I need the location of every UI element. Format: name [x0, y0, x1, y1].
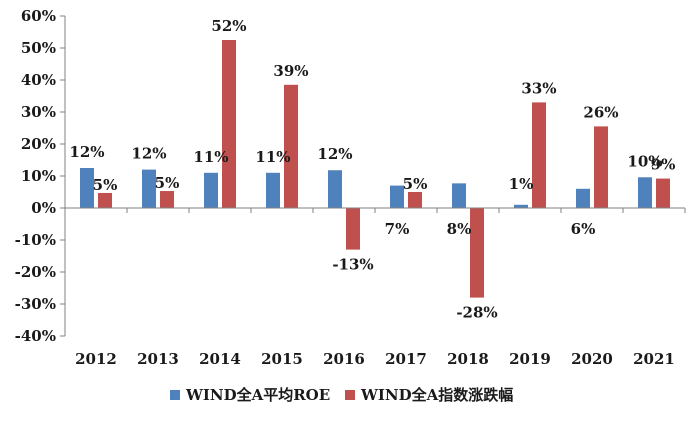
roe-bar	[514, 204, 528, 208]
roe-data-label: 11%	[255, 148, 290, 166]
y-tick-label: 20%	[21, 135, 56, 153]
index-change-data-label: 52%	[211, 17, 246, 35]
roe-bar	[204, 172, 218, 208]
legend-label: WIND全A指数涨跌幅	[360, 386, 513, 404]
x-tick-label: 2017	[385, 350, 427, 368]
roe-data-label: 12%	[69, 143, 104, 161]
index-change-data-label: 5%	[403, 175, 428, 193]
index-change-data-label: 5%	[155, 174, 180, 192]
index-change-bar	[532, 102, 546, 208]
index-change-data-label: 9%	[651, 156, 676, 174]
y-tick-label: -40%	[15, 327, 56, 345]
roe-bar	[80, 168, 94, 208]
y-tick-label: 40%	[21, 71, 56, 89]
x-tick-label: 2019	[509, 350, 551, 368]
legend-swatch	[345, 390, 355, 400]
roe-data-label: 12%	[317, 145, 352, 163]
x-tick-label: 2014	[199, 350, 241, 368]
index-change-data-label: -28%	[456, 304, 497, 322]
legend-label: WIND全A平均ROE	[185, 386, 330, 404]
x-tick-label: 2018	[447, 350, 489, 368]
x-tick-label: 2013	[137, 350, 179, 368]
index-change-data-label: 5%	[93, 176, 118, 194]
data-labels-group: 12% 12% 11% 11% 12% 7% 8% 1% 6% 10% 5% 5% 52% 39% -13%…	[69, 17, 675, 322]
index-change-bar	[222, 40, 236, 208]
x-tick-label: 2020	[571, 350, 613, 368]
index-change-bar	[160, 191, 174, 208]
y-tick-label: 60%	[21, 7, 56, 25]
x-tick-label: 2021	[633, 350, 675, 368]
roe-bar	[266, 172, 280, 208]
y-tick-label: 0%	[31, 199, 56, 217]
index-change-bar	[470, 208, 484, 298]
roe-data-label: 7%	[385, 220, 410, 238]
index-change-bar	[284, 84, 298, 208]
index-change-bar	[408, 192, 422, 208]
x-tick-label: 2016	[323, 350, 365, 368]
roe-bar	[328, 170, 342, 208]
roe-bar	[452, 183, 466, 208]
x-axis: 2012 2013 2014 2015 2016 2017 2018 2019 2020 2021	[64, 207, 686, 368]
x-tick-label: 2015	[261, 350, 303, 368]
index-change-bar	[594, 126, 608, 208]
y-tick-label: 50%	[21, 39, 56, 57]
legend: WIND全A平均ROE WIND全A指数涨跌幅	[170, 386, 513, 404]
index-change-data-label: 39%	[273, 62, 308, 80]
y-tick-label: -20%	[15, 263, 56, 281]
index-change-data-label: -13%	[332, 256, 373, 274]
index-change-bar	[346, 208, 360, 250]
roe-data-label: 12%	[131, 145, 166, 163]
roe-data-label: 8%	[447, 220, 472, 238]
y-axis: 60% 50% 40% 30% 20% 10% 0% -10% -20% -30% -40%	[15, 7, 66, 345]
y-tick-label: 30%	[21, 103, 56, 121]
y-tick-label: -10%	[15, 231, 56, 249]
roe-data-label: 1%	[509, 175, 534, 193]
bars-group	[80, 40, 670, 298]
roe-bar	[142, 169, 156, 208]
y-tick-label: -30%	[15, 295, 56, 313]
roe-data-label: 10%	[627, 152, 662, 170]
roe-bar	[576, 188, 590, 208]
legend-swatch	[170, 390, 180, 400]
y-tick-label: 10%	[21, 167, 56, 185]
x-tick-label: 2012	[75, 350, 117, 368]
roe-bar	[638, 177, 652, 208]
index-change-data-label: 33%	[521, 79, 556, 97]
index-change-data-label: 26%	[583, 103, 618, 121]
index-change-bar	[656, 178, 670, 208]
roe-data-label: 11%	[193, 148, 228, 166]
roe-data-label: 6%	[571, 220, 596, 238]
index-change-bar	[98, 192, 112, 208]
roe-bar	[390, 185, 404, 208]
